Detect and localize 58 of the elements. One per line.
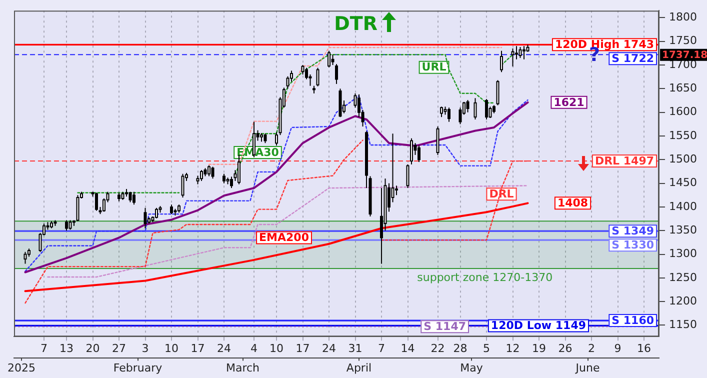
annotation: URL <box>422 60 446 74</box>
x2-tick-label: 2025 <box>8 361 36 374</box>
x-tick-label: 12 <box>506 342 520 356</box>
x-tick-label: 24 <box>217 342 231 356</box>
x2-tick-label: June <box>574 361 600 374</box>
text: 1737.18 <box>662 50 707 62</box>
y-tick-label: 1750 <box>669 34 698 48</box>
x-tick-label: 3 <box>142 342 149 356</box>
x-tick-label: 17 <box>190 342 205 356</box>
x-tick-label: 22 <box>430 342 445 356</box>
annotation: DRL <box>489 188 514 201</box>
annotation: EMA200 <box>259 231 310 244</box>
ref-line-label: DRL 1497 <box>594 154 654 168</box>
y-tick-label: 1600 <box>669 105 698 118</box>
x2-tick-label: March <box>226 361 260 374</box>
annotation: 1408 <box>557 196 588 210</box>
x-tick-label: 17 <box>296 342 310 356</box>
x2-tick-label: February <box>113 361 163 374</box>
x-tick-label: 9 <box>614 342 622 356</box>
x-tick-label: 4 <box>250 342 258 356</box>
x-tick-label: 24 <box>322 342 336 356</box>
band-label: support zone 1270-1370 <box>417 270 553 284</box>
ref-line-label: S 1722 <box>612 52 654 65</box>
x-tick-label: 28 <box>453 342 468 356</box>
y-tick-label: 1250 <box>669 270 698 284</box>
annotation: DTR <box>334 13 378 36</box>
y-tick-label: 1150 <box>669 318 698 332</box>
x-tick-label: 7 <box>378 342 386 356</box>
x-tick-label: 7 <box>40 342 48 356</box>
x-tick-label: 20 <box>86 342 100 356</box>
x-tick-label: 10 <box>270 342 284 356</box>
y-tick-label: 1500 <box>669 152 698 166</box>
x-tick-label: 19 <box>532 342 546 356</box>
x2-tick-label: April <box>346 361 372 374</box>
ref-line-label: S 1349 <box>612 224 654 238</box>
ref-line-label: S 1160 <box>612 314 654 327</box>
x-tick-label: 5 <box>483 342 490 356</box>
x2-tick-label: May <box>460 361 484 374</box>
x-tick-label: 14 <box>400 342 415 356</box>
x-tick-label: 26 <box>558 342 572 356</box>
y-tick-label: 1650 <box>669 82 698 95</box>
y-tick-label: 1550 <box>669 128 698 142</box>
y-tick-label: 1200 <box>669 294 698 308</box>
x-tick-label: 27 <box>112 342 126 356</box>
x-tick-label: 31 <box>348 342 362 356</box>
ref-line-label: S 1330 <box>612 238 654 252</box>
y-tick-label: 1300 <box>669 247 698 260</box>
y-tick-label: 1450 <box>669 176 698 190</box>
annotation: 1621 <box>554 96 584 109</box>
x-tick-label: 10 <box>164 342 178 356</box>
x-tick-label: 2 <box>588 342 596 356</box>
x-tick-label: 13 <box>60 342 74 356</box>
y-tick-label: 1800 <box>669 10 698 24</box>
ref-line-label: S 1147 <box>424 320 466 334</box>
x-tick-label: 16 <box>637 342 652 356</box>
y-tick-label: 1350 <box>669 223 698 236</box>
ref-line-label: 120D Low 1149 <box>490 319 586 332</box>
y-tick-label: 1400 <box>669 200 698 213</box>
